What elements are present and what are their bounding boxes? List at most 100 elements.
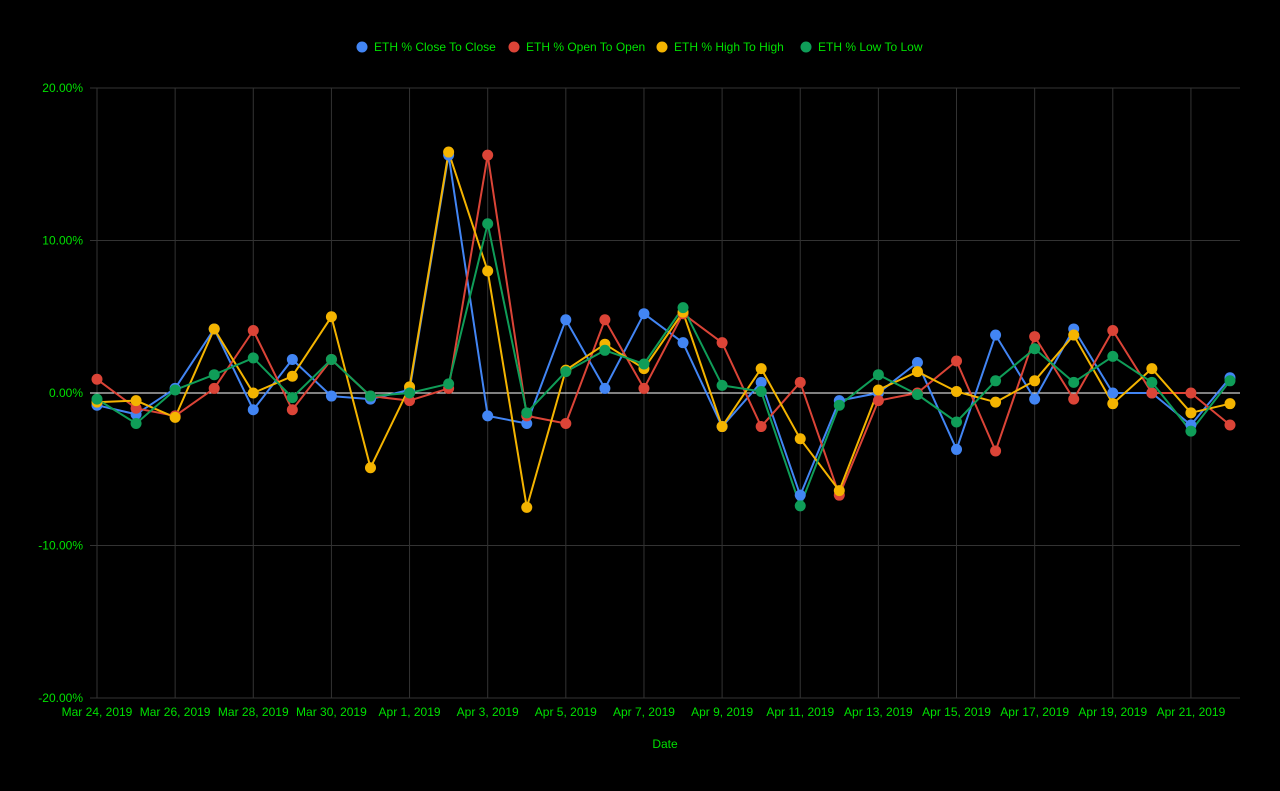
data-point (521, 407, 533, 419)
data-point (1068, 329, 1080, 341)
data-point (794, 433, 806, 445)
legend-entry: ETH % High To High (674, 40, 784, 54)
data-point (1185, 407, 1197, 419)
data-point (599, 382, 611, 394)
data-point (1185, 387, 1197, 399)
data-point (208, 369, 220, 381)
data-point (130, 402, 142, 414)
data-point (716, 421, 728, 433)
data-point (911, 366, 923, 378)
x-tick-label: Apr 17, 2019 (1000, 705, 1069, 719)
x-tick-label: Apr 9, 2019 (691, 705, 753, 719)
data-point (482, 410, 494, 422)
data-point (599, 314, 611, 326)
x-tick-label: Apr 11, 2019 (766, 705, 834, 719)
data-point (1107, 387, 1119, 399)
data-point (990, 329, 1002, 341)
data-point (677, 302, 689, 314)
data-point (872, 384, 884, 396)
data-point (1068, 376, 1080, 388)
x-tick-label: Mar 24, 2019 (62, 705, 133, 719)
y-tick-label: 20.00% (42, 81, 83, 95)
data-point (325, 311, 337, 323)
data-point (130, 418, 142, 429)
y-axis-tick-labels: 20.00% 10.00% 0.00% -10.00% -20.00% (38, 81, 83, 705)
data-point (247, 324, 259, 336)
x-tick-label: Apr 15, 2019 (922, 705, 991, 719)
data-point (911, 357, 923, 368)
data-point (755, 421, 767, 433)
data-point (247, 352, 259, 364)
data-point (1224, 398, 1236, 410)
data-point (364, 390, 376, 402)
data-point (482, 149, 494, 161)
data-point (130, 395, 142, 407)
data-point (325, 353, 337, 365)
legend-marker-icon (356, 41, 368, 53)
data-point (91, 393, 103, 405)
x-axis-title: Date (652, 737, 678, 751)
data-point (443, 378, 455, 390)
data-point (1107, 350, 1119, 362)
data-point (560, 366, 572, 378)
data-point (755, 376, 767, 388)
data-point (951, 355, 963, 367)
data-point (443, 146, 455, 158)
data-point (1146, 376, 1158, 388)
data-point (951, 385, 963, 397)
data-point (755, 385, 767, 397)
x-tick-label: Mar 30, 2019 (296, 705, 367, 719)
x-tick-label: Apr 7, 2019 (613, 705, 675, 719)
data-point (1029, 375, 1041, 387)
data-point (1029, 331, 1041, 343)
series-line-1 (96, 154, 1231, 497)
data-point (325, 390, 337, 402)
data-point (286, 404, 298, 416)
data-point (364, 462, 376, 474)
data-point (990, 445, 1002, 457)
data-point (638, 358, 650, 370)
data-point (716, 337, 728, 349)
x-tick-label: Apr 5, 2019 (535, 705, 597, 719)
data-point (482, 265, 494, 277)
data-point (951, 416, 963, 428)
data-point (794, 500, 806, 512)
data-point (599, 344, 611, 356)
data-point (286, 392, 298, 404)
legend-marker-icon (656, 41, 668, 53)
data-point (951, 443, 963, 455)
y-tick-label: 0.00% (49, 386, 83, 400)
data-point (286, 353, 298, 365)
legend-marker-icon (508, 41, 520, 53)
data-point (911, 389, 923, 401)
data-point (404, 395, 416, 407)
data-point (1185, 425, 1197, 437)
legend-entry: ETH % Close To Close (374, 40, 496, 54)
data-point (833, 485, 845, 497)
x-tick-label: Apr 1, 2019 (379, 705, 441, 719)
data-point (91, 373, 103, 385)
x-tick-label: Mar 28, 2019 (218, 705, 289, 719)
data-point (286, 370, 298, 382)
data-point (755, 363, 767, 375)
data-point (169, 411, 181, 423)
data-point (1107, 324, 1119, 336)
data-point (169, 384, 181, 396)
series-points (91, 146, 1236, 513)
x-tick-label: Apr 21, 2019 (1157, 705, 1226, 719)
data-point (638, 308, 650, 320)
data-point (638, 382, 650, 394)
x-axis-tick-labels: Mar 24, 2019 Mar 26, 2019 Mar 28, 2019 Mar … (62, 705, 1226, 719)
data-point (482, 218, 494, 230)
data-point (1068, 393, 1080, 405)
series-lines (96, 151, 1231, 509)
y-tick-label: -20.00% (38, 691, 83, 705)
data-point (560, 314, 572, 326)
x-tick-label: Apr 19, 2019 (1078, 705, 1147, 719)
legend: ETH % Close To Close ETH % Open To Open ET… (356, 40, 923, 54)
data-point (833, 399, 845, 411)
data-point (1224, 375, 1236, 387)
legend-entry: ETH % Open To Open (526, 40, 645, 54)
